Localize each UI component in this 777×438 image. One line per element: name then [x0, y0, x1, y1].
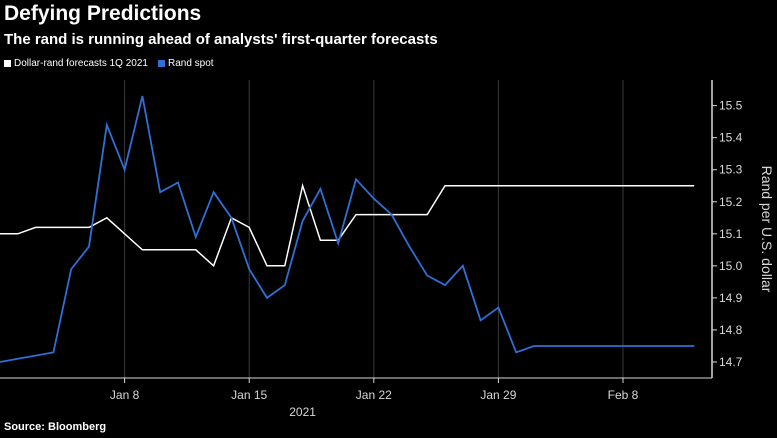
- legend-label-forecast: Dollar-rand forecasts 1Q 2021: [14, 58, 148, 69]
- x-tick-label: Jan 29: [480, 388, 516, 402]
- y-tick-label: 14.8: [719, 323, 743, 337]
- source-note: Source: Bloomberg: [4, 421, 107, 433]
- series-forecast-line: [0, 182, 695, 268]
- y-tick-label: 15.4: [719, 131, 743, 145]
- x-tick-label: Jan 8: [110, 388, 140, 402]
- legend-item-forecast: Dollar-rand forecasts 1Q 2021: [4, 58, 148, 69]
- x-tick-label: Feb 8: [608, 388, 639, 402]
- chart-title: Defying Predictions: [4, 2, 202, 25]
- y-tick-label: 15.3: [719, 163, 743, 177]
- chart-subtitle: The rand is running ahead of analysts' f…: [4, 31, 438, 48]
- series-rand-spot-line: [0, 95, 695, 363]
- x-tick-label: Jan 22: [356, 388, 392, 402]
- y-tick-label: 15.5: [719, 99, 743, 113]
- y-tick-label: 15.2: [719, 195, 743, 209]
- y-axis-title: Rand per U.S. dollar: [759, 166, 775, 293]
- y-tick-label: 14.9: [719, 291, 743, 305]
- legend-swatch-forecast: [4, 60, 11, 67]
- x-tick-label: Jan 15: [231, 388, 267, 402]
- y-tick-label: 14.7: [719, 355, 743, 369]
- legend-item-spot: Rand spot: [157, 58, 214, 69]
- y-tick-label: 15.1: [719, 227, 743, 241]
- legend-label-spot: Rand spot: [167, 58, 214, 69]
- x-axis-title: 2021: [289, 405, 316, 419]
- y-tick-label: 15.0: [719, 259, 743, 273]
- legend: Dollar-rand forecasts 1Q 2021 Rand spot: [4, 58, 224, 69]
- legend-swatch-spot: [157, 60, 165, 67]
